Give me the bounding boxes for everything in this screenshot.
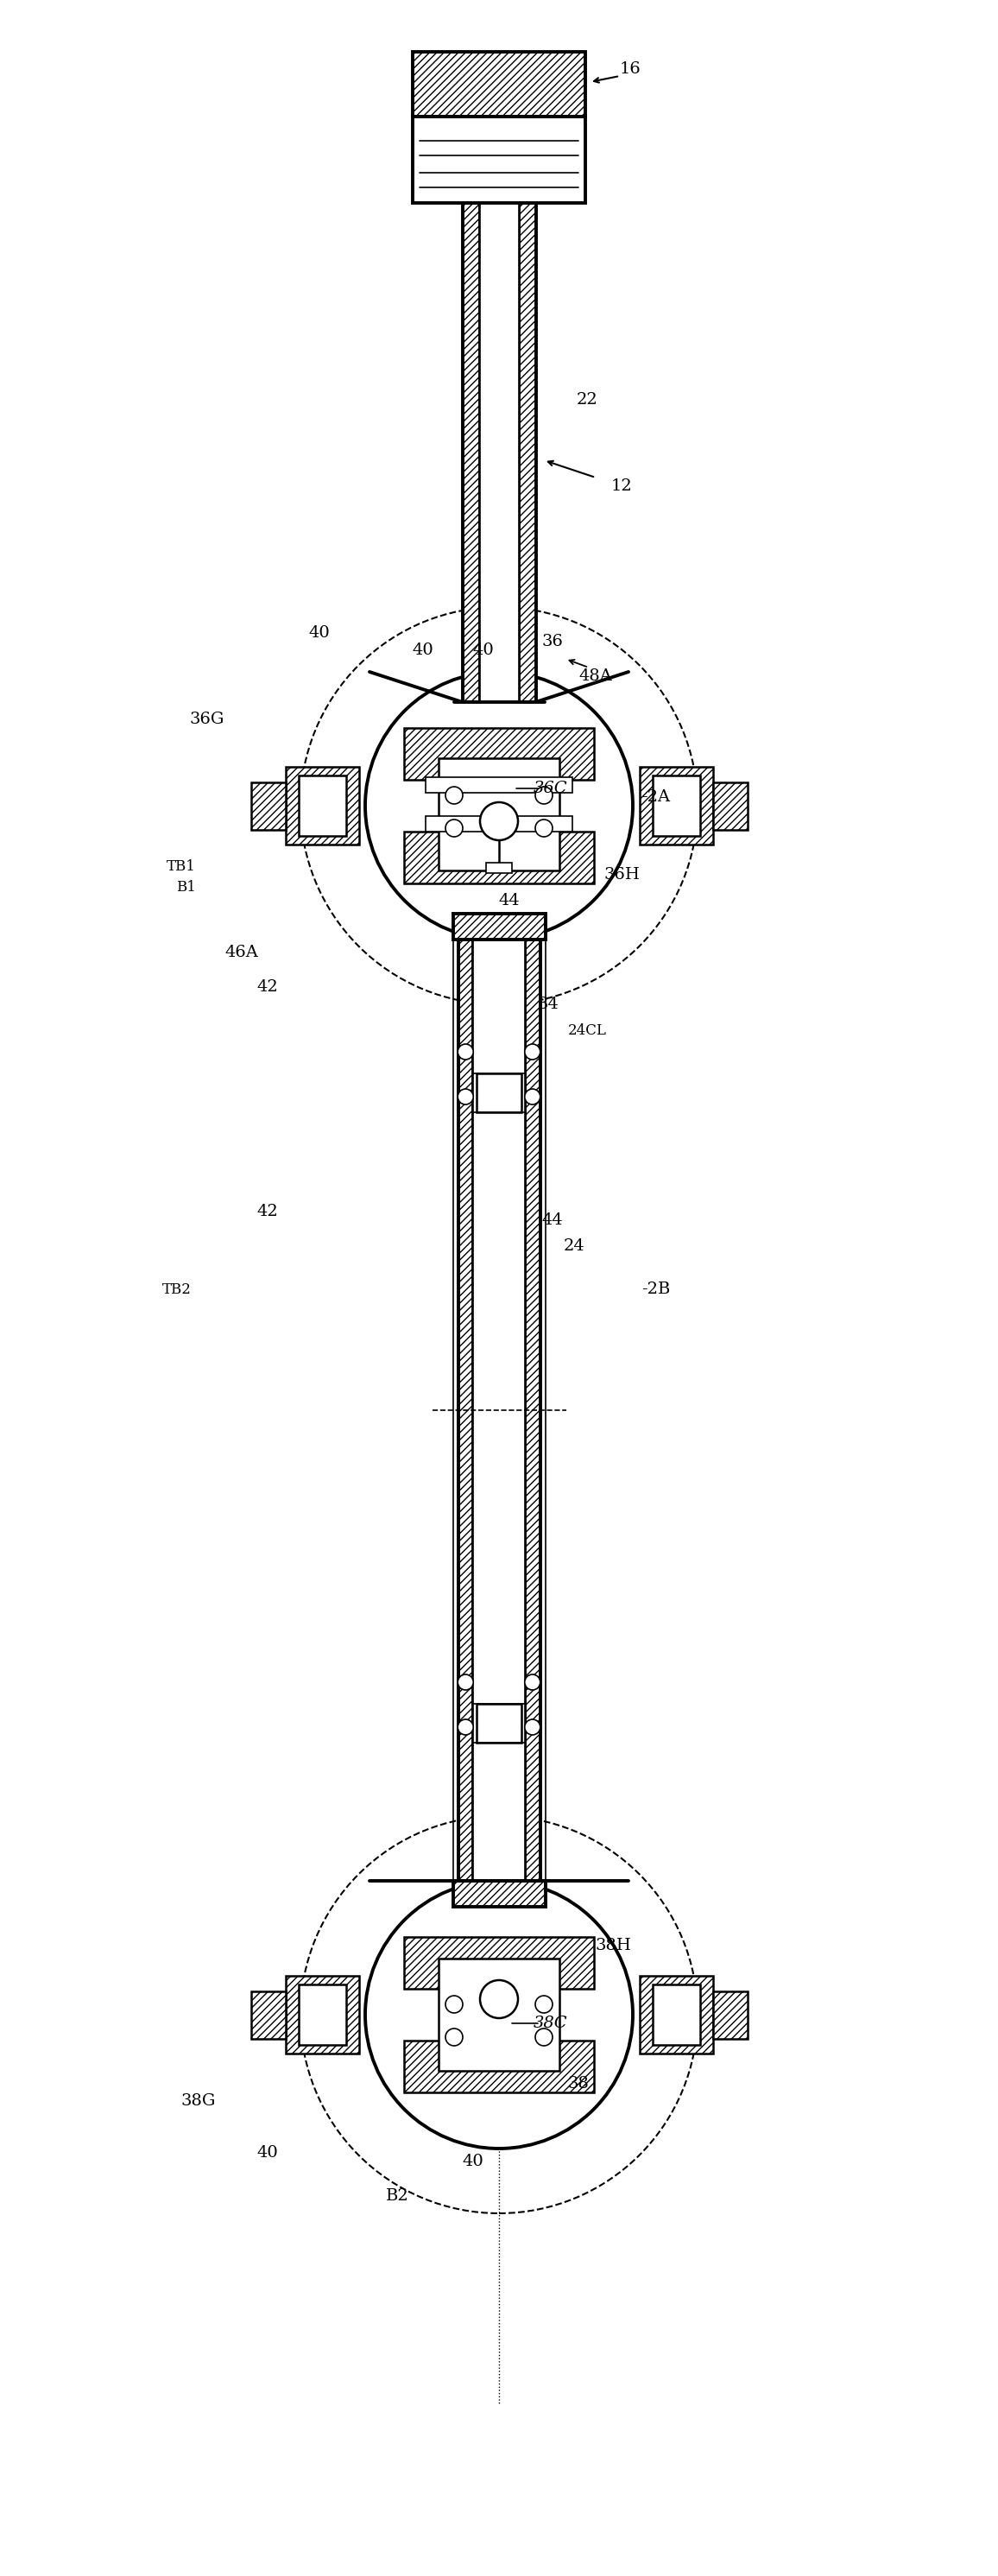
Bar xyxy=(480,204,518,703)
Circle shape xyxy=(365,672,633,940)
Circle shape xyxy=(445,2027,463,2045)
Text: -2B: -2B xyxy=(642,1280,671,1298)
Circle shape xyxy=(535,819,553,837)
Text: TB1: TB1 xyxy=(167,858,196,873)
Bar xyxy=(473,940,525,1880)
Bar xyxy=(425,817,573,832)
Circle shape xyxy=(445,786,463,804)
Text: 24CL: 24CL xyxy=(568,1023,607,1038)
Bar xyxy=(285,768,358,845)
Circle shape xyxy=(458,1043,473,1059)
Text: 36C: 36C xyxy=(534,781,568,796)
Bar xyxy=(453,1880,545,1906)
Circle shape xyxy=(365,1880,633,2148)
Circle shape xyxy=(445,819,463,837)
Bar xyxy=(713,1991,748,2038)
Text: 48A: 48A xyxy=(579,667,613,685)
Text: B1: B1 xyxy=(176,881,196,894)
Text: 44: 44 xyxy=(542,1213,563,1229)
Text: 38: 38 xyxy=(568,2076,589,2092)
Circle shape xyxy=(525,1674,540,1690)
Bar xyxy=(453,914,545,940)
Text: 36G: 36G xyxy=(190,711,225,726)
Bar xyxy=(412,116,586,204)
Bar xyxy=(458,940,473,1880)
Bar xyxy=(425,778,573,793)
Bar xyxy=(404,1937,594,1989)
Bar xyxy=(713,783,748,829)
Circle shape xyxy=(458,1718,473,1734)
Circle shape xyxy=(445,1996,463,2012)
Circle shape xyxy=(480,801,518,840)
Circle shape xyxy=(535,1996,553,2012)
Bar xyxy=(250,783,285,829)
Text: 22: 22 xyxy=(577,392,598,407)
Bar xyxy=(404,729,594,781)
Text: 38H: 38H xyxy=(595,1937,631,1953)
Bar xyxy=(477,1074,521,1113)
Bar xyxy=(285,1976,358,2053)
Bar xyxy=(298,775,345,837)
Bar xyxy=(404,2040,594,2092)
Bar xyxy=(653,775,700,837)
Bar xyxy=(640,1976,713,2053)
Bar xyxy=(404,832,594,884)
Bar xyxy=(518,204,536,703)
Text: 46A: 46A xyxy=(225,945,258,961)
Text: 24: 24 xyxy=(564,1239,585,1255)
Text: 42: 42 xyxy=(256,1203,278,1218)
Circle shape xyxy=(480,1981,518,2017)
Bar xyxy=(477,1703,521,1744)
Bar xyxy=(412,52,586,116)
Bar xyxy=(653,1984,700,2045)
Text: 16: 16 xyxy=(620,62,641,77)
Bar xyxy=(438,757,560,871)
Text: 40: 40 xyxy=(473,641,494,657)
Text: 36H: 36H xyxy=(604,868,640,884)
Circle shape xyxy=(458,1090,473,1105)
Text: 36: 36 xyxy=(542,634,563,649)
Circle shape xyxy=(525,1043,540,1059)
Text: 40: 40 xyxy=(412,641,434,657)
Circle shape xyxy=(535,786,553,804)
Circle shape xyxy=(525,1090,540,1105)
Text: 40: 40 xyxy=(462,2154,484,2169)
Bar xyxy=(250,1991,285,2038)
Bar xyxy=(298,1984,345,2045)
Bar xyxy=(486,863,512,873)
Bar xyxy=(438,1958,560,2071)
Text: 34: 34 xyxy=(538,997,559,1012)
Circle shape xyxy=(458,1674,473,1690)
Circle shape xyxy=(525,1718,540,1734)
Text: 44: 44 xyxy=(499,894,520,909)
Circle shape xyxy=(535,2027,553,2045)
Text: 38G: 38G xyxy=(181,2094,216,2110)
Text: 12: 12 xyxy=(611,479,633,495)
Text: 38C: 38C xyxy=(534,2014,568,2030)
Text: -2A: -2A xyxy=(642,788,671,804)
Text: B2: B2 xyxy=(385,2187,408,2205)
Text: TB2: TB2 xyxy=(163,1283,192,1296)
Text: 40: 40 xyxy=(308,626,330,641)
Text: 42: 42 xyxy=(256,979,278,994)
Bar xyxy=(640,768,713,845)
Text: 40: 40 xyxy=(256,2146,278,2161)
Bar xyxy=(525,940,540,1880)
Bar xyxy=(462,204,480,703)
